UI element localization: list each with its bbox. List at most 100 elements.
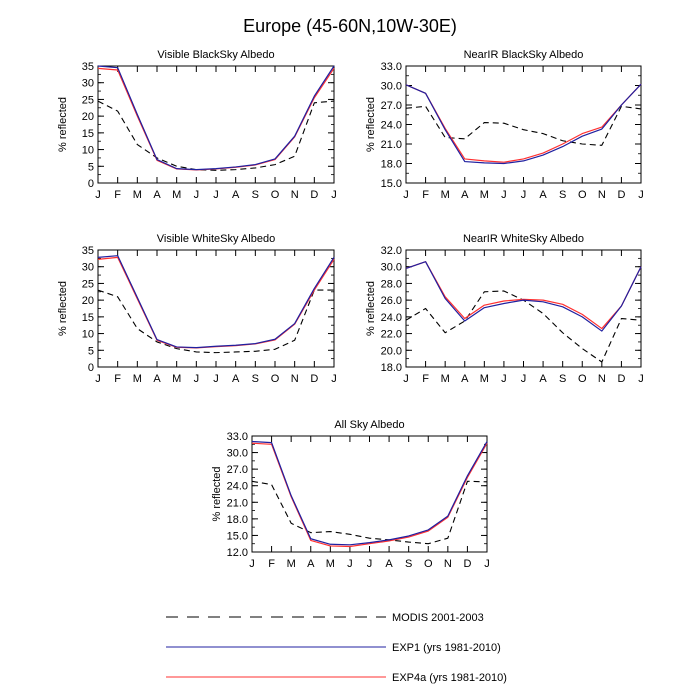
y-tick-label: 20: [82, 295, 94, 307]
series-line-exp1: [97, 255, 335, 349]
y-tick-label: 0: [88, 362, 94, 374]
x-tick-label: J: [213, 189, 219, 201]
y-tick-label: 30.0: [381, 262, 402, 274]
y-tick-label: 35: [82, 245, 94, 257]
legend: MODIS 2001-2003 EXP1 (yrs 1981-2010) EXP4a…: [166, 612, 507, 684]
x-tick-label: A: [539, 189, 547, 201]
x-tick-label: M: [441, 373, 450, 385]
x-tick-label: N: [444, 558, 452, 570]
series-line-exp4a: [97, 67, 335, 171]
x-tick-label: M: [133, 189, 142, 201]
x-tick-label: M: [133, 373, 142, 385]
x-tick-label: J: [367, 558, 373, 570]
x-tick-label: A: [153, 189, 161, 201]
x-tick-label: J: [194, 189, 200, 201]
y-tick-label: 30.0: [381, 81, 402, 93]
y-tick-label: 27.0: [381, 100, 402, 112]
x-tick-label: A: [461, 373, 469, 385]
x-tick-label: S: [559, 189, 566, 201]
series-line-exp4a: [405, 261, 642, 330]
y-tick-label: 15: [82, 128, 94, 140]
panel-title: NearIR BlackSky Albedo: [464, 49, 584, 61]
panel-title: NearIR WhiteSky Albedo: [463, 233, 584, 245]
x-tick-label: A: [232, 189, 240, 201]
series-line-exp1: [405, 83, 642, 165]
x-tick-label: M: [172, 189, 181, 201]
y-tick-label: 0: [88, 178, 94, 190]
x-tick-label: A: [153, 373, 161, 385]
plot-frame: [97, 65, 335, 184]
x-tick-label: N: [291, 373, 299, 385]
x-tick-label: D: [310, 189, 318, 201]
y-axis-label: % reflected: [365, 281, 377, 336]
x-tick-label: D: [310, 373, 318, 385]
x-tick-label: J: [331, 189, 337, 201]
x-tick-label: J: [249, 558, 255, 570]
chart-panel-4: NearIR WhiteSky Albedo 18.0 20.0 22.0 24.0 26…: [365, 233, 644, 385]
plot-frame: [405, 249, 642, 368]
x-tick-label: O: [578, 373, 587, 385]
x-tick-label: M: [441, 189, 450, 201]
x-tick-label: M: [326, 558, 335, 570]
x-tick-label: D: [617, 373, 625, 385]
y-tick-label: 12.0: [227, 547, 248, 559]
y-tick-label: 32.0: [381, 245, 402, 257]
y-axis-label: % reflected: [57, 97, 69, 152]
x-tick-label: N: [598, 373, 606, 385]
x-tick-label: F: [422, 189, 429, 201]
x-tick-label: J: [95, 373, 101, 385]
legend-label-modis: MODIS 2001-2003: [392, 612, 484, 624]
y-tick-label: 10: [82, 329, 94, 341]
x-tick-label: J: [521, 373, 527, 385]
y-tick-label: 5: [88, 345, 94, 357]
y-tick-label: 10: [82, 145, 94, 157]
panel-title: All Sky Albedo: [334, 419, 404, 431]
series-line-exp4a: [97, 256, 335, 349]
y-tick-label: 22.0: [381, 329, 402, 341]
x-tick-label: O: [271, 373, 280, 385]
x-tick-label: S: [252, 189, 259, 201]
x-tick-label: O: [424, 558, 433, 570]
legend-label-exp1: EXP1 (yrs 1981-2010): [392, 642, 501, 654]
y-tick-label: 18.0: [227, 514, 248, 526]
x-tick-label: D: [617, 189, 625, 201]
y-tick-label: 18.0: [381, 362, 402, 374]
y-tick-label: 20.0: [381, 345, 402, 357]
y-tick-label: 27.0: [227, 464, 248, 476]
x-tick-label: A: [232, 373, 240, 385]
x-tick-label: S: [559, 373, 566, 385]
panel-title: Visible WhiteSky Albedo: [157, 233, 275, 245]
y-tick-label: 25: [82, 278, 94, 290]
chart-panel-2: NearIR BlackSky Albedo 15.0 18.0 21.0 24.0 27…: [365, 49, 644, 201]
x-tick-label: D: [463, 558, 471, 570]
y-tick-label: 25: [82, 94, 94, 106]
x-tick-label: S: [252, 373, 259, 385]
series-line-modis: [97, 100, 335, 171]
y-tick-label: 20: [82, 111, 94, 123]
x-tick-label: F: [268, 558, 275, 570]
x-tick-label: F: [422, 373, 429, 385]
x-tick-label: M: [287, 558, 296, 570]
series-line-exp4a: [405, 83, 642, 163]
x-tick-label: F: [114, 373, 121, 385]
x-tick-label: A: [385, 558, 393, 570]
series-line-modis: [97, 289, 334, 354]
y-tick-label: 15.0: [227, 530, 248, 542]
plot-frame: [97, 249, 335, 368]
y-tick-label: 30: [82, 262, 94, 274]
y-tick-label: 5: [88, 161, 94, 173]
y-tick-label: 21.0: [227, 497, 248, 509]
series-line-modis: [251, 480, 488, 545]
x-tick-label: J: [638, 373, 644, 385]
x-tick-label: A: [539, 373, 547, 385]
x-tick-label: O: [578, 189, 587, 201]
y-tick-label: 21.0: [381, 139, 402, 151]
x-tick-label: N: [598, 189, 606, 201]
series-line-modis: [405, 105, 642, 146]
x-tick-label: S: [405, 558, 412, 570]
x-tick-label: N: [291, 189, 299, 201]
legend-label-exp4a: EXP4a (yrs 1981-2010): [392, 672, 507, 684]
